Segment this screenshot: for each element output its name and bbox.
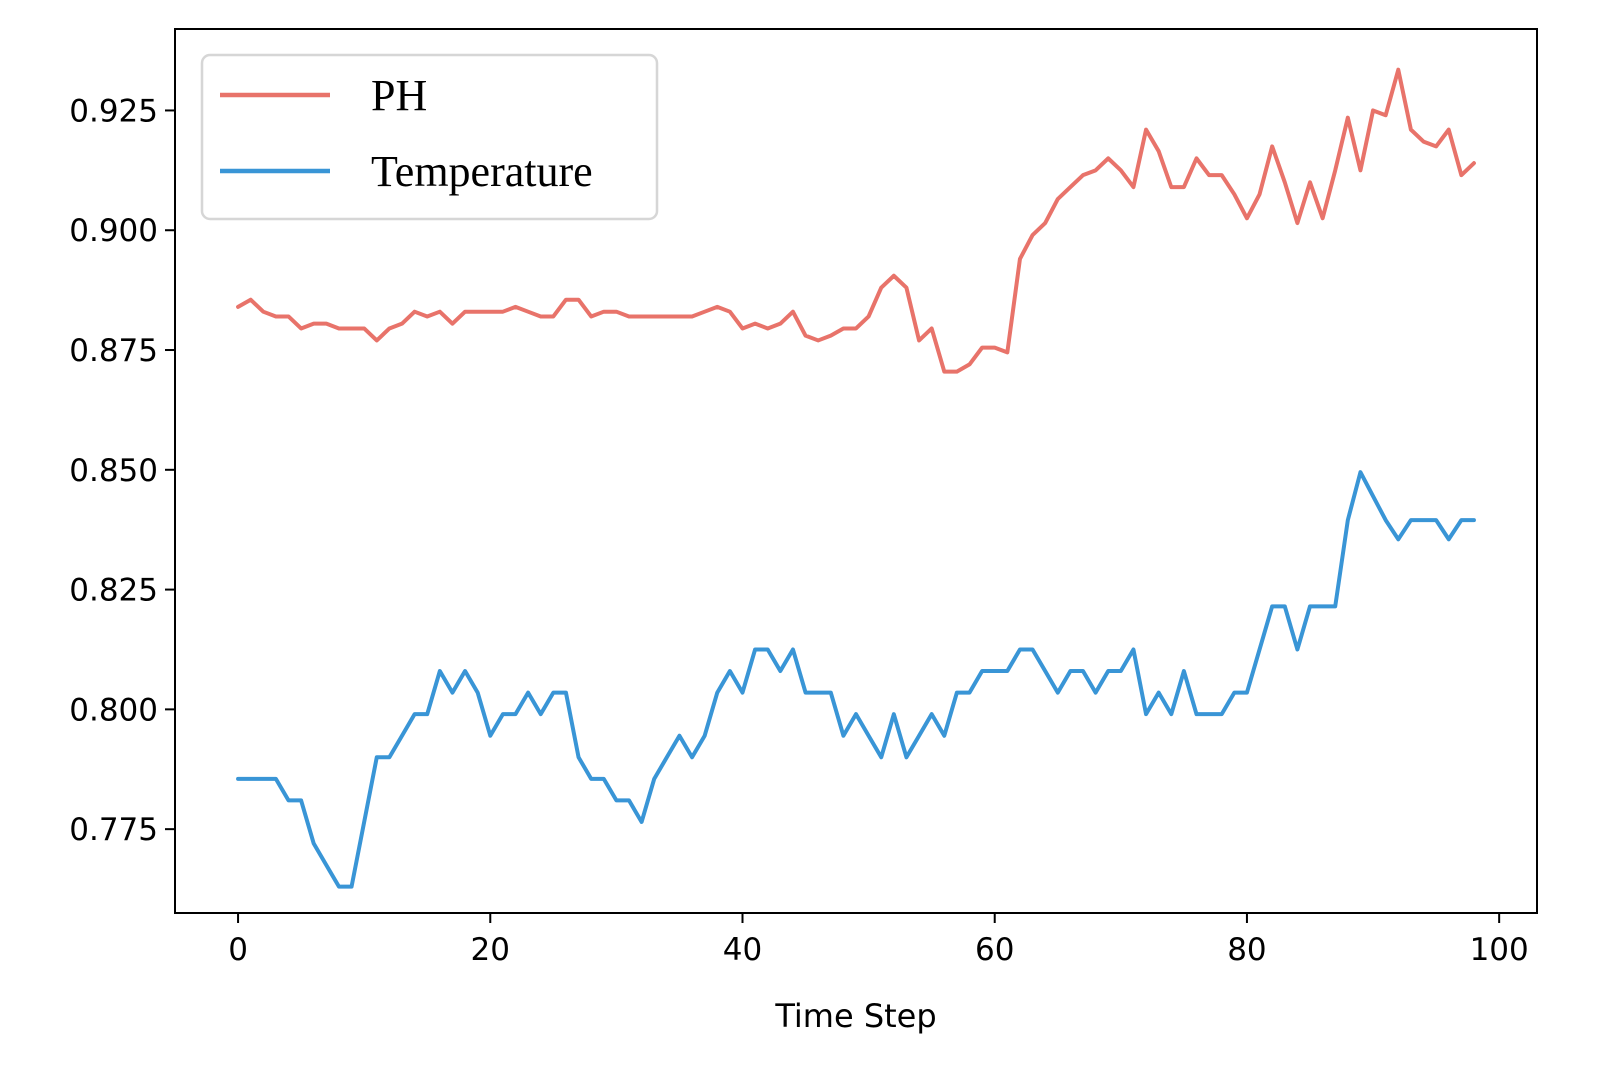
plot-area-border (174, 28, 1538, 914)
series-lines (236, 67, 1476, 889)
y-tick-label: 0.850 (69, 453, 158, 489)
y-tick-label: 0.900 (69, 213, 158, 249)
series-line-temperature (236, 470, 1476, 889)
x-tick-label: 100 (1470, 932, 1529, 968)
series-line-ph (236, 67, 1476, 374)
legend: PH Temperature (200, 53, 659, 221)
y-tick-label: 0.825 (69, 573, 158, 609)
y-tick-label: 0.775 (69, 812, 158, 848)
legend-label: Temperature (371, 147, 593, 196)
plot-frame (174, 28, 1538, 914)
legend-label: PH (371, 71, 427, 120)
y-axis: 0.775 0.800 0.825 0.850 0.875 0.900 0.925 (69, 93, 175, 848)
x-axis-title: Time Step (774, 997, 936, 1035)
x-tick-label: 40 (723, 932, 762, 968)
x-tick-label: 20 (471, 932, 510, 968)
x-tick-label: 80 (1227, 932, 1266, 968)
x-axis: 0 20 40 60 80 100 (228, 913, 1529, 968)
x-tick-label: 0 (228, 932, 248, 968)
y-tick-label: 0.875 (69, 333, 158, 369)
y-tick-label: 0.800 (69, 692, 158, 728)
y-tick-label: 0.925 (69, 93, 158, 129)
x-tick-label: 60 (975, 932, 1014, 968)
